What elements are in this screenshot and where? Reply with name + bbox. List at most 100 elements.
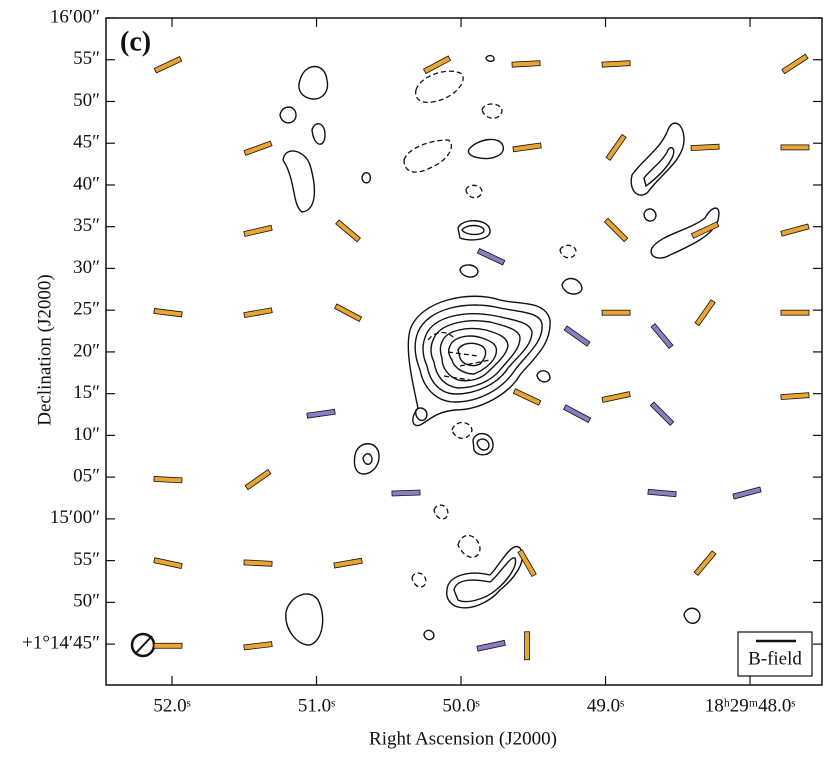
contour	[279, 106, 297, 124]
b-field-segment	[512, 142, 542, 153]
y-tick-label: 25″	[73, 299, 100, 320]
contour	[536, 370, 551, 383]
b-field-segment	[517, 549, 537, 578]
b-field-segment	[153, 642, 183, 649]
b-field-segment	[153, 475, 183, 484]
contour	[353, 443, 380, 475]
contour	[414, 304, 543, 403]
b-field-segment	[476, 639, 506, 652]
b-field-segment	[562, 404, 592, 424]
y-tick-label: 15″	[73, 382, 100, 403]
dashed-contour	[451, 421, 473, 439]
b-field-segment	[694, 299, 716, 327]
b-field-segment	[732, 486, 762, 500]
legend-label: B-field	[748, 648, 802, 669]
contour	[472, 433, 494, 456]
y-tick-label: 55″	[73, 48, 100, 69]
b-field-segment	[243, 641, 273, 651]
contour	[630, 122, 685, 196]
contour	[459, 264, 479, 278]
panel-label: (c)	[120, 26, 151, 57]
b-field-segment	[476, 248, 506, 266]
b-field-segment	[563, 325, 591, 347]
b-field-segment	[512, 388, 542, 406]
dashed-contour	[481, 103, 503, 119]
dashed-contour	[414, 70, 464, 104]
contour	[453, 557, 517, 603]
b-field-segment	[243, 224, 273, 237]
contour	[643, 146, 675, 188]
dashed-contour	[403, 139, 453, 173]
b-field-segment	[601, 60, 631, 68]
b-field-segment	[243, 140, 273, 156]
contour	[422, 313, 533, 395]
y-tick-label: +1°14′45″	[22, 632, 100, 653]
contour	[361, 172, 372, 184]
b-field-segment	[650, 323, 674, 349]
y-tick-label: 05″	[73, 465, 100, 486]
b-field-segment	[780, 392, 810, 401]
y-tick-label: 35″	[73, 215, 100, 236]
x-tick-label: 51.0ˢ	[298, 695, 335, 716]
contour	[447, 335, 498, 375]
b-field-segment	[391, 489, 421, 497]
x-tick-label: 18ʰ29ᵐ48.0ˢ	[705, 695, 796, 716]
legend: B-field	[737, 631, 813, 677]
b-field-segment	[524, 631, 530, 661]
x-tick-label: 52.0ˢ	[153, 695, 190, 716]
contour	[467, 138, 504, 160]
b-field-segment	[690, 221, 720, 239]
dashed-contour	[457, 534, 481, 559]
contour	[485, 54, 495, 63]
contour	[643, 208, 657, 222]
contour	[423, 629, 435, 641]
b-field-segment	[781, 53, 809, 75]
y-tick-label: 30″	[73, 257, 100, 278]
b-field-segment	[780, 309, 810, 316]
b-field-segment	[601, 309, 631, 316]
contour	[430, 320, 521, 389]
y-tick-label: 50″	[73, 90, 100, 111]
legend-box	[737, 631, 813, 677]
contour	[446, 545, 524, 609]
dashed-contour	[433, 504, 449, 520]
contour	[461, 224, 485, 236]
contour	[457, 342, 487, 367]
contour	[311, 123, 326, 145]
x-axis-label: Right Ascension (J2000)	[369, 728, 557, 749]
beam-hatch	[134, 635, 153, 655]
x-tick-label: 49.0ˢ	[587, 695, 624, 716]
b-field-segment	[780, 223, 810, 237]
contour	[298, 65, 329, 100]
contour	[561, 277, 583, 295]
b-field-segment	[333, 303, 363, 323]
contour	[362, 453, 373, 465]
b-field-segment	[335, 219, 361, 243]
b-field-segment	[605, 133, 627, 161]
contour	[476, 438, 490, 451]
b-field-segment	[153, 56, 183, 74]
y-tick-label: 20″	[73, 340, 100, 361]
x-tick-label: 50.0ˢ	[442, 695, 479, 716]
y-tick-label: 16′00″	[50, 6, 100, 27]
b-field-segment	[649, 401, 675, 426]
y-tick-label: 50″	[73, 591, 100, 612]
contour	[683, 607, 701, 624]
b-field-segment	[243, 559, 273, 567]
contour	[285, 593, 324, 646]
b-field-segment	[243, 307, 273, 319]
b-field-segment	[153, 308, 183, 318]
dashed-contour	[411, 572, 427, 588]
b-field-segment	[780, 144, 810, 151]
b-field-segment	[647, 488, 677, 498]
contour	[650, 207, 720, 259]
b-field-segment	[333, 557, 363, 569]
b-field-segment	[690, 143, 720, 152]
contours	[279, 54, 720, 646]
dashed-contour	[427, 331, 491, 381]
contour	[282, 150, 316, 213]
y-tick-label: 45″	[73, 132, 100, 153]
y-tick-label: 55″	[73, 549, 100, 570]
